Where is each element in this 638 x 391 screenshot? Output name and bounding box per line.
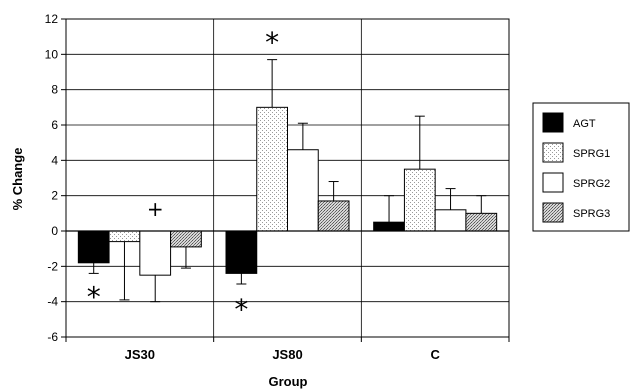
x-axis-title: Group: [269, 374, 308, 389]
bar: [225, 230, 258, 274]
legend-swatch: [542, 142, 564, 163]
legend-label: SPRG1: [573, 148, 610, 160]
legend: AGT SPRG1 SPRG2 SPRG3: [532, 102, 630, 232]
legend-label: AGT: [573, 118, 596, 130]
bar: [403, 168, 436, 232]
y-tick-label: 0: [51, 224, 58, 238]
bar: [108, 230, 141, 243]
y-tick-label: -2: [47, 259, 58, 273]
x-tick-label: C: [430, 347, 440, 362]
bar: [287, 149, 319, 232]
legend-label: SPRG3: [573, 208, 610, 220]
y-tick-label: 6: [51, 118, 58, 132]
bar: [256, 106, 288, 232]
y-tick-label: -6: [47, 330, 58, 344]
y-tick-label: -4: [47, 295, 58, 309]
plot-frame: [65, 18, 510, 338]
bar: [317, 200, 350, 232]
y-tick-label: 4: [51, 153, 58, 167]
y-tick-label: 2: [51, 189, 58, 203]
legend-swatch: [542, 202, 564, 223]
significance-asterisk: *: [234, 293, 248, 326]
x-tick-label: JS30: [125, 347, 155, 362]
bar: [77, 230, 110, 264]
bar: [139, 230, 172, 276]
legend-swatch: [542, 112, 564, 133]
x-tick-label: JS80: [272, 347, 302, 362]
axes: -6 -4 -2 0 2 4 6 8 10 12 JS30 JS80 C: [45, 12, 510, 362]
bar: [170, 230, 202, 248]
y-axis-title: % Change: [10, 148, 25, 211]
bars: [77, 59, 498, 303]
legend-swatch: [542, 172, 564, 193]
bar: [373, 221, 405, 232]
bar: [434, 209, 467, 232]
y-tick-label: 8: [51, 83, 58, 97]
significance-asterisk: *: [265, 26, 279, 59]
y-tick-label: 12: [45, 12, 59, 26]
legend-label: SPRG2: [573, 178, 610, 190]
significance-asterisk: *: [87, 281, 101, 314]
bar: [465, 212, 498, 232]
annotations: * + * *: [87, 26, 279, 326]
y-tick-label: 10: [45, 47, 59, 61]
significance-plus: +: [147, 197, 164, 221]
